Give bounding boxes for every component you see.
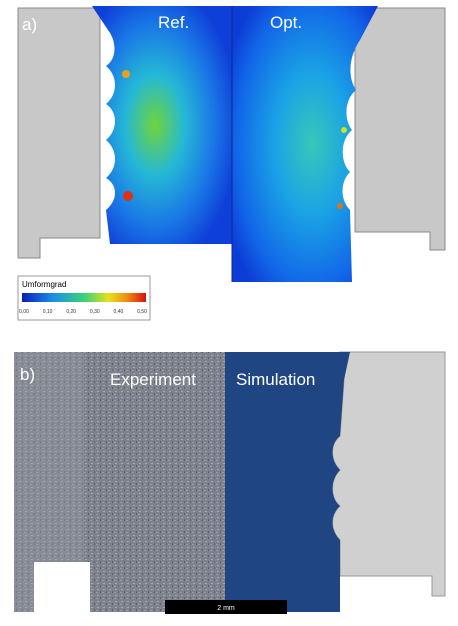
figure: a) Ref. Opt. Umformgrad 0,00 0,10 0,20 0,30…: [0, 0, 458, 626]
colorbar-tick-label: 0,30: [90, 309, 100, 315]
experiment-title: Experiment: [110, 370, 196, 389]
panel-a: a) Ref. Opt. Umformgrad 0,00 0,10 0,20 0,30…: [18, 6, 445, 320]
colorbar-tick-label: 0,40: [114, 309, 124, 315]
colorbar-title: Umformgrad: [22, 280, 66, 289]
simulation-title: Simulation: [236, 370, 315, 389]
hotspot: [122, 70, 130, 78]
colorbar-tick-label: 0,50: [137, 309, 147, 315]
panel-b: b) Experiment Simulation 2 mm: [14, 352, 445, 614]
hotspot: [341, 127, 347, 133]
left-die: [18, 8, 100, 258]
panel-label: b): [20, 365, 35, 384]
colorbar: Umformgrad 0,00 0,10 0,20 0,30 0,40 0,50: [18, 276, 150, 320]
hotspot: [337, 203, 343, 209]
colorbar-tick-label: 0,20: [66, 309, 76, 315]
colorbar-tick-label: 0,00: [19, 309, 29, 315]
ref-title: Ref.: [158, 13, 189, 32]
right-die: [355, 8, 445, 250]
panel-label: a): [22, 15, 37, 34]
hotspot: [123, 191, 133, 201]
colorbar-ramp: [22, 293, 146, 302]
simulation-part: [225, 352, 350, 612]
opt-title: Opt.: [270, 13, 302, 32]
gap: [34, 562, 90, 612]
right-die: [333, 352, 446, 596]
scale-bar-label: 2 mm: [217, 605, 235, 612]
colorbar-tick-label: 0,10: [43, 309, 53, 315]
ref-part: [92, 6, 232, 244]
